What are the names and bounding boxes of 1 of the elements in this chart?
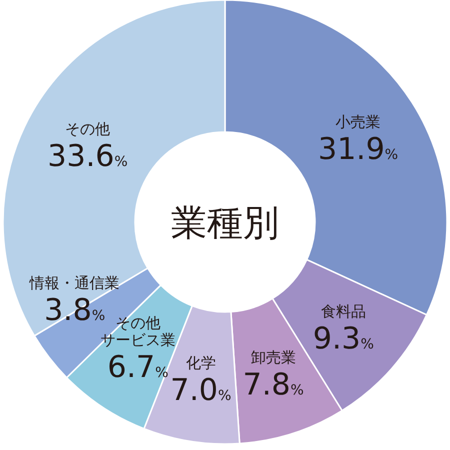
text: 業種別 <box>171 203 279 244</box>
